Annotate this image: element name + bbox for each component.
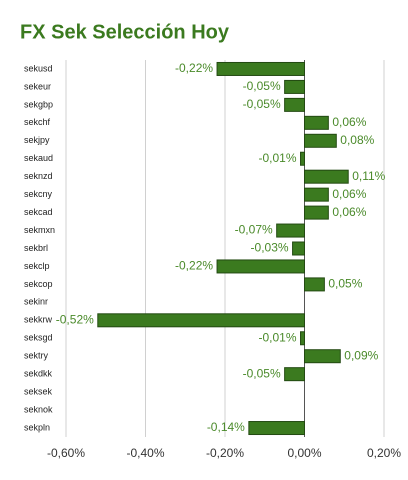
value-label: -0,01% — [258, 151, 296, 165]
bar — [304, 277, 325, 292]
value-label: 0,11% — [352, 169, 385, 183]
y-tick-label: sekcad — [24, 207, 53, 217]
x-tick-label: -0,60% — [47, 446, 85, 460]
bar — [300, 151, 305, 166]
y-tick-label: sekclp — [24, 261, 50, 271]
y-tick-label: sekcny — [24, 189, 53, 199]
value-label: 0,09% — [344, 348, 378, 362]
value-label: 0,05% — [328, 277, 362, 291]
x-tick-label: 0,20% — [367, 446, 401, 460]
y-tick-label: sekaud — [24, 153, 53, 163]
bar — [284, 79, 305, 94]
bar — [304, 187, 329, 202]
value-label: -0,14% — [207, 420, 245, 434]
bar — [304, 349, 341, 364]
bar — [97, 313, 305, 328]
bar — [304, 169, 349, 184]
bar — [304, 115, 329, 130]
y-tick-label: sekchf — [24, 117, 51, 127]
y-tick-label: sekusd — [24, 63, 53, 73]
bar — [284, 367, 305, 382]
value-label: -0,05% — [243, 97, 281, 111]
value-label: -0,52% — [56, 312, 94, 326]
y-tick-label: sektry — [24, 351, 49, 361]
bar — [300, 331, 305, 346]
x-tick-label: -0,20% — [206, 446, 244, 460]
bar — [216, 61, 305, 76]
value-label: -0,07% — [235, 223, 273, 237]
y-tick-label: seksek — [24, 386, 53, 396]
value-label: -0,22% — [175, 61, 213, 75]
y-tick-label: sekeur — [24, 81, 51, 91]
value-label: -0,05% — [243, 79, 281, 93]
y-tick-label: sekdkk — [24, 369, 53, 379]
value-label: 0,06% — [332, 187, 366, 201]
y-tick-label: sekcop — [24, 279, 53, 289]
value-label: -0,01% — [258, 330, 296, 344]
value-label: 0,06% — [332, 205, 366, 219]
y-tick-label: sekjpy — [24, 135, 50, 145]
value-label: -0,22% — [175, 259, 213, 273]
y-tick-label: sekinr — [24, 297, 48, 307]
bar — [304, 205, 329, 220]
y-tick-label: sekmxn — [24, 225, 55, 235]
y-tick-label: sekbrl — [24, 243, 48, 253]
bar — [292, 241, 306, 256]
x-tick-label: 0,00% — [287, 446, 321, 460]
bar — [304, 133, 337, 148]
value-label: -0,03% — [251, 241, 289, 255]
y-tick-label: sekpln — [24, 422, 50, 432]
value-label: -0,05% — [243, 366, 281, 380]
y-tick-label: sekgbp — [24, 99, 53, 109]
value-label: 0,06% — [332, 115, 366, 129]
bar — [216, 259, 305, 274]
bar — [276, 223, 305, 238]
chart-title: FX Sek Selección Hoy — [20, 21, 230, 43]
y-tick-label: seknok — [24, 404, 53, 414]
y-tick-label: seknzd — [24, 171, 53, 181]
y-tick-label: seksgd — [24, 333, 53, 343]
bar — [248, 421, 306, 436]
x-tick-label: -0,40% — [126, 446, 164, 460]
y-tick-label: sekkrw — [24, 315, 53, 325]
bar — [284, 97, 305, 112]
value-label: 0,08% — [340, 133, 374, 147]
